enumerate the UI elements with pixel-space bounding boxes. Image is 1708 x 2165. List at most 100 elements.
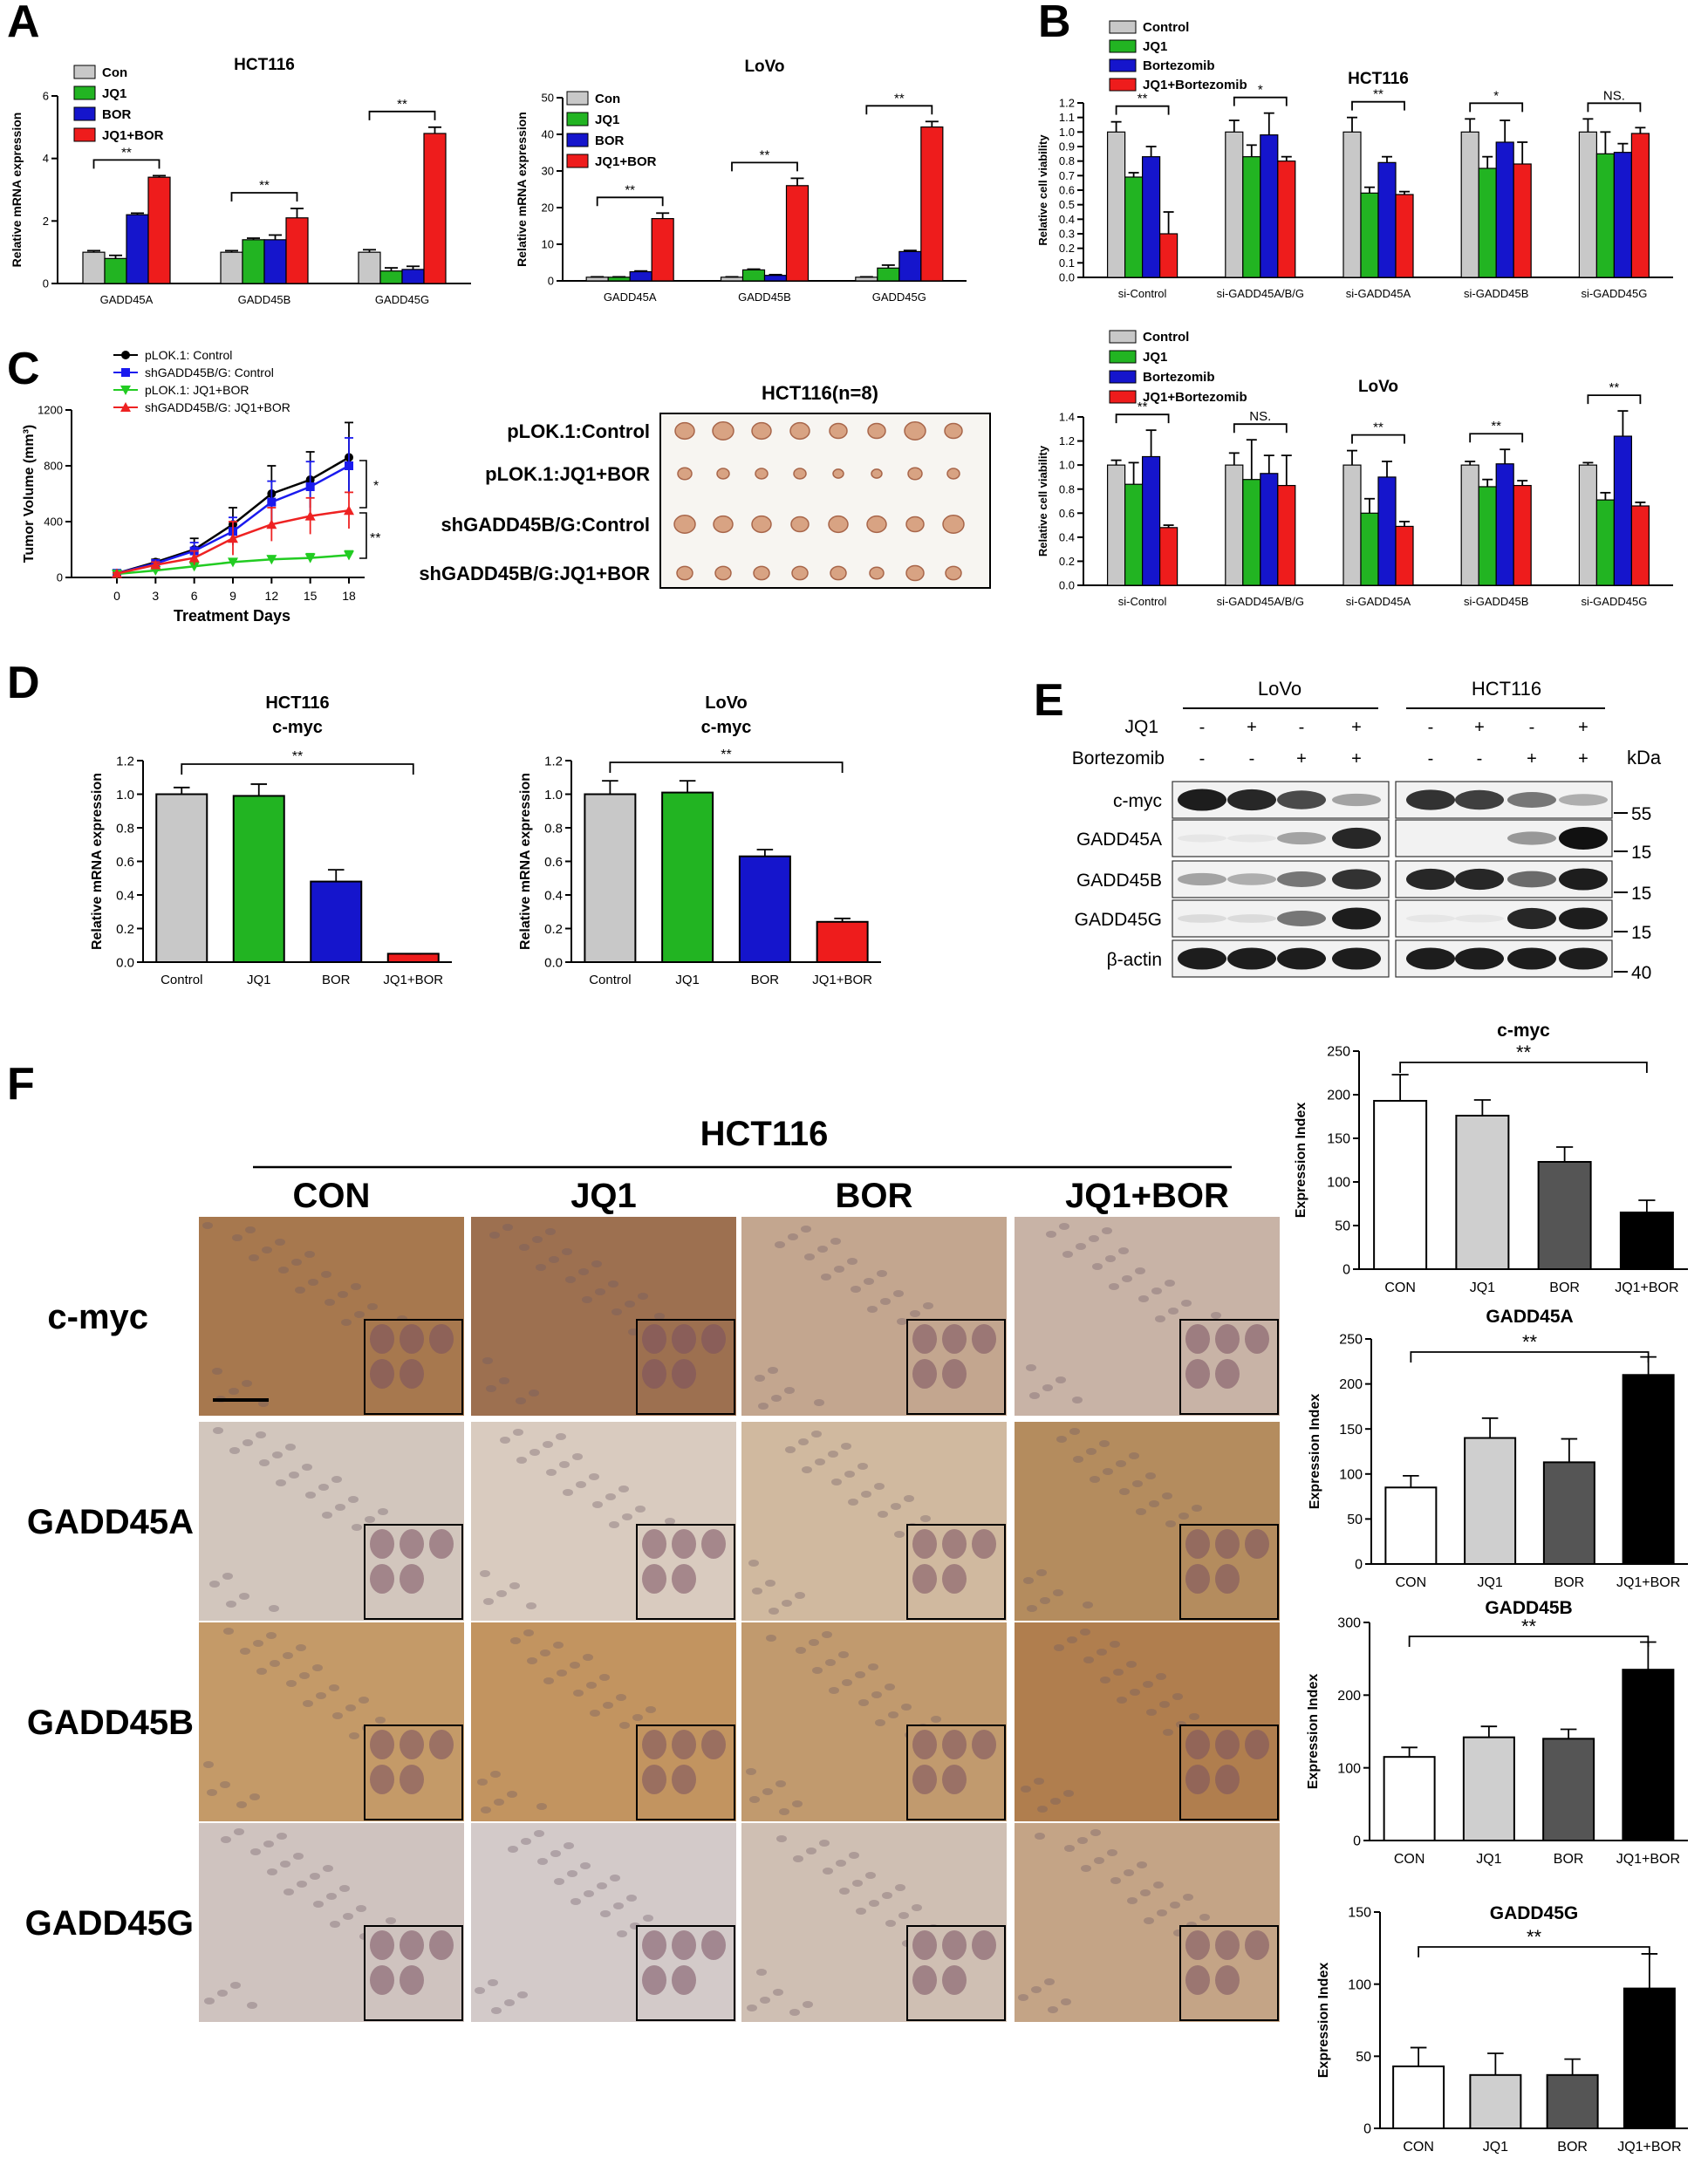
ihc-nucleus xyxy=(378,1508,388,1515)
chart-a2-sig-label: ** xyxy=(625,182,635,197)
chart-a1-sig-label: ** xyxy=(397,97,407,112)
blot-band xyxy=(1406,914,1455,923)
chart-f4-x-tick-label: BOR xyxy=(1557,2140,1588,2155)
chart-b1-title: HCT116 xyxy=(1348,70,1409,88)
tumor-photo-panel: HCT116(n=8) pLOK.1:Control pLOK.1:JQ1+BOR s… xyxy=(419,382,991,589)
ihc-nucleus xyxy=(335,1504,345,1511)
ihc-inset-cell xyxy=(642,1930,666,1960)
chart-a2-bar xyxy=(585,277,609,282)
chart-c-x-tick-label: 6 xyxy=(191,589,198,603)
chart-A2: 0 10 20 30 40 50 Relative mRNA expression GADD4… xyxy=(515,58,967,304)
chart-F4: 0 50 100 150 Expression Index CON JQ1 BOR JQ1+BO… xyxy=(1316,1903,1688,2155)
chart-f4-x-tick-label: JQ1 xyxy=(1483,2140,1508,2155)
blot-row-label: GADD45A xyxy=(1076,830,1162,850)
ihc-nucleus xyxy=(1143,1681,1153,1688)
chart-b1-bar xyxy=(1578,131,1598,278)
ihc-nucleus xyxy=(785,1446,796,1453)
chart-f3-x-tick-label: CON xyxy=(1394,1852,1425,1867)
ihc-nucleus xyxy=(867,1306,878,1313)
chart-c-sig-label: * xyxy=(373,479,379,494)
chart-b1-y-tick-label: 0.2 xyxy=(1059,242,1075,255)
blot-row-label: β-actin xyxy=(1107,950,1162,970)
chart-c-y-label: Tumor Volume (mm³) xyxy=(22,425,37,563)
chart-b2-sig-label: ** xyxy=(1491,419,1501,434)
ihc-nucleus xyxy=(1183,1894,1193,1901)
ihc-inset-cell xyxy=(1245,1324,1269,1354)
ihc-inset-cell xyxy=(912,1965,937,1995)
chart-f2-y-tick-label: 150 xyxy=(1339,1423,1363,1438)
tumor-specimen xyxy=(790,516,810,533)
chart-d1-y-tick-label: 1.0 xyxy=(116,788,134,802)
chart-c-x-tick-label: 9 xyxy=(229,589,236,603)
chart-a2-y-tick-label: 0 xyxy=(548,275,554,288)
ihc-nucleus xyxy=(343,1913,353,1920)
ihc-nucleus xyxy=(821,1274,831,1281)
ihc-nucleus xyxy=(245,1226,256,1233)
tumor-specimen xyxy=(676,565,693,581)
blot-band xyxy=(1277,947,1326,970)
ihc-nucleus xyxy=(1056,1436,1067,1443)
ihc-nucleus xyxy=(760,1997,770,2004)
ihc-nucleus xyxy=(885,1684,895,1690)
ihc-inset-cell xyxy=(1185,1564,1210,1594)
chart-B1: 0.00.10.20.3 0.4 0.50.6 0.7 0.80.91.0 1.11.2 R… xyxy=(1036,20,1673,300)
ihc-inset-cell xyxy=(1215,1324,1240,1354)
blot-band xyxy=(1559,907,1608,930)
chart-f4-y-tick-label: 150 xyxy=(1348,1906,1371,1921)
chart-a1-legend-label: Con xyxy=(102,65,127,80)
ihc-nucleus xyxy=(1118,1247,1129,1254)
ihc-nucleus xyxy=(499,1377,509,1384)
chart-f1-sig-bracket xyxy=(1399,1062,1648,1073)
chart-b1-bar xyxy=(1277,160,1296,278)
blot-band xyxy=(1332,947,1381,970)
chart-f4-sig-bracket xyxy=(1418,1946,1650,1957)
chart-f3-y-label: Expression Index xyxy=(1306,1674,1321,1790)
chart-c-point xyxy=(150,559,161,570)
ihc-nucleus xyxy=(793,1855,803,1862)
chart-d1-y-tick-label: 0.2 xyxy=(116,922,134,937)
chart-f2-sig-bracket xyxy=(1410,1351,1650,1363)
ihc-inset-cell xyxy=(912,1930,937,1960)
ihc-inset-cell xyxy=(912,1564,937,1594)
chart-f1-bar xyxy=(1373,1100,1428,1270)
blot-band xyxy=(1406,947,1455,970)
chart-c-sig-bracket xyxy=(359,512,367,559)
chart-a1-bar xyxy=(423,133,447,284)
ihc-inset-cell xyxy=(370,1324,394,1354)
chart-a2-legend-swatch xyxy=(566,91,589,106)
chart-b1-bar xyxy=(1460,131,1479,278)
ihc-nucleus xyxy=(838,1651,849,1658)
chart-b2-sig-label: NS. xyxy=(1249,409,1271,424)
chart-a1-x-tick-label: GADD45B xyxy=(238,293,291,306)
ihc-nucleus xyxy=(239,1593,249,1600)
blot-band xyxy=(1455,868,1504,891)
tumor-specimen xyxy=(869,566,885,580)
ihc-nucleus xyxy=(834,1266,844,1273)
chart-a2-y-label: Relative mRNA expression xyxy=(515,112,529,267)
chart-a1-y-tick-label: 0 xyxy=(43,277,49,290)
blot-row-label: GADD45B xyxy=(1076,871,1162,891)
ihc-nucleus xyxy=(1042,1384,1053,1391)
ihc-nucleus xyxy=(792,1800,803,1807)
blot-band xyxy=(1507,792,1556,808)
tumor-specimen xyxy=(946,468,960,480)
chart-a2-bar xyxy=(651,218,674,282)
blot-sign: + xyxy=(1351,749,1362,768)
chart-d1-y-tick-label: 0.4 xyxy=(116,888,134,903)
tumor-photo-title: HCT116(n=8) xyxy=(762,382,878,404)
chart-a2-bar xyxy=(763,275,788,282)
ihc-inset-cell xyxy=(429,1730,454,1759)
chart-a1-bar xyxy=(285,217,309,284)
chart-b1-sig-label: ** xyxy=(1138,92,1148,106)
chart-d2-x-tick-label: JQ1 xyxy=(675,973,700,987)
ihc-nucleus xyxy=(477,1779,488,1786)
chart-a2-y-tick-label: 10 xyxy=(542,238,554,251)
ihc-nucleus xyxy=(1061,1998,1071,2005)
ihc-nucleus xyxy=(829,1687,839,1694)
chart-c-point xyxy=(345,461,353,470)
chart-f2-x-tick-label: JQ1 xyxy=(1477,1575,1502,1590)
ihc-nucleus xyxy=(619,1722,630,1729)
chart-f4-y-tick-label: 50 xyxy=(1356,2050,1371,2065)
chart-b2-bar xyxy=(1613,435,1633,586)
